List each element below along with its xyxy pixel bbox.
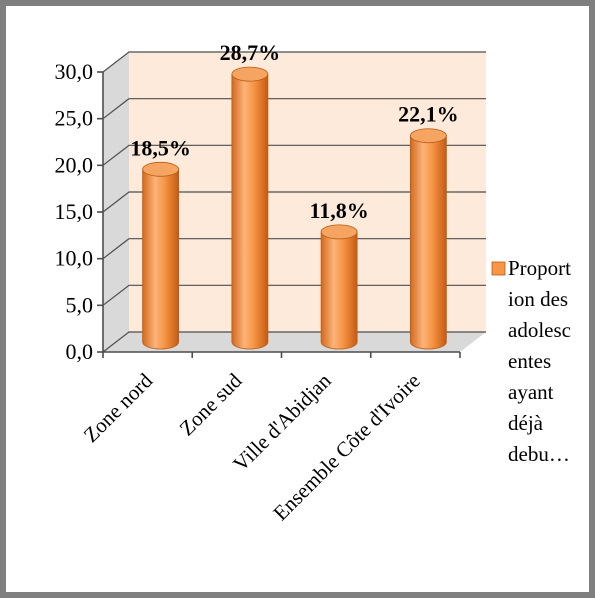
data-label: 11,8% xyxy=(309,198,368,223)
legend-label: ion des xyxy=(508,287,568,311)
data-label: 18,5% xyxy=(130,135,191,160)
y-tick-label: 10,0 xyxy=(55,246,94,271)
legend-label: déjà xyxy=(508,411,544,435)
floor xyxy=(103,332,486,352)
legend: Proport ion des adolesc entes ayant déjà debu… xyxy=(491,256,571,466)
gridline xyxy=(102,284,486,306)
gridline xyxy=(102,331,486,353)
gridline xyxy=(102,98,486,120)
y-tick-label: 15,0 xyxy=(55,199,94,224)
legend-label: Proport xyxy=(508,256,571,280)
bar-top xyxy=(409,128,447,144)
bar-body xyxy=(231,73,269,350)
gridline xyxy=(102,51,486,73)
legend-label: ayant xyxy=(508,380,554,404)
gridline xyxy=(102,144,486,166)
bar-top xyxy=(231,66,269,82)
data-label: 28,7% xyxy=(220,40,281,65)
bar xyxy=(320,224,358,350)
legend-label: debu… xyxy=(508,442,570,466)
plot-area: 0,05,010,015,020,025,030,018,5%Zone nord… xyxy=(55,40,486,525)
data-label: 22,1% xyxy=(398,102,459,127)
bar-top xyxy=(320,224,358,240)
bar-body xyxy=(320,231,358,350)
legend-label: entes xyxy=(508,349,551,373)
gridline xyxy=(102,238,486,260)
bar xyxy=(231,66,269,350)
y-tick-label: 30,0 xyxy=(55,59,94,84)
bar xyxy=(409,128,447,350)
bar-body xyxy=(409,135,447,350)
y-tick-label: 20,0 xyxy=(55,152,94,177)
bar-top xyxy=(142,161,180,177)
bar xyxy=(142,161,180,350)
y-tick-label: 25,0 xyxy=(55,106,94,131)
bar-body xyxy=(142,168,180,350)
y-tick-label: 0,0 xyxy=(66,339,94,364)
gridline xyxy=(102,191,486,213)
legend-swatch xyxy=(491,261,506,276)
y-tick-label: 5,0 xyxy=(66,292,94,317)
legend-label: adolesc xyxy=(508,318,571,342)
